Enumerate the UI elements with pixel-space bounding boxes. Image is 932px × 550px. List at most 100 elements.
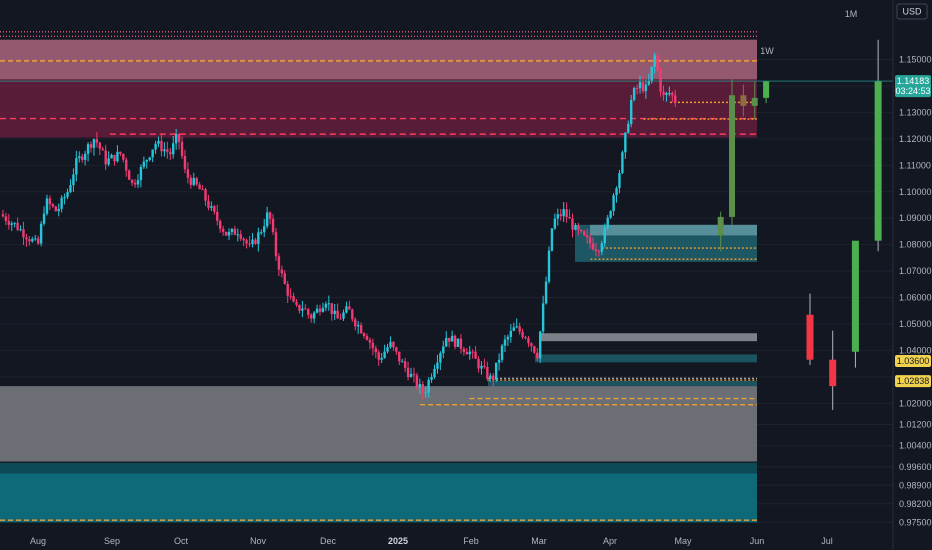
candle-body xyxy=(195,178,198,185)
candle-body xyxy=(248,243,251,245)
candle-body xyxy=(318,308,322,312)
candle-body xyxy=(506,336,510,340)
candle-body xyxy=(380,357,383,360)
candle-body xyxy=(591,243,595,250)
candle-body xyxy=(386,347,389,352)
candle-body xyxy=(89,144,93,148)
candle-body xyxy=(28,239,31,242)
currency-label: USD xyxy=(902,7,922,17)
candle-body xyxy=(104,150,107,165)
candle-body xyxy=(412,373,416,376)
currency-button[interactable]: USD xyxy=(896,3,928,20)
candle-body xyxy=(107,158,110,165)
candle-body xyxy=(224,231,228,236)
price-tick-label: 1.06000 xyxy=(899,293,932,303)
candle-body xyxy=(221,228,225,232)
candle-body xyxy=(116,151,119,162)
time-tick-label: Sep xyxy=(104,536,120,546)
time-tick-label: Aug xyxy=(30,536,46,546)
candle-body xyxy=(553,218,557,229)
candle-body xyxy=(81,156,84,160)
candle-body xyxy=(518,326,521,332)
time-axis[interactable] xyxy=(0,532,893,550)
price-zones xyxy=(0,39,757,523)
candle-body xyxy=(139,166,143,181)
weekly-candle-body xyxy=(717,216,724,236)
candle-body xyxy=(51,204,55,207)
candle-body xyxy=(60,197,63,209)
candle-body xyxy=(527,338,530,344)
price-axis-labels: 1.15000 1.13000 1.12000 1.11000 1.10000 1.090… xyxy=(899,55,932,528)
candle-body xyxy=(556,214,560,219)
candle-body xyxy=(588,237,592,244)
candle-body xyxy=(283,273,286,284)
price-badge-bg xyxy=(895,375,931,388)
candle-body xyxy=(268,212,272,219)
candle-body xyxy=(148,157,151,160)
candle-body xyxy=(339,318,342,320)
candle-body xyxy=(401,361,404,363)
candle-body xyxy=(163,149,166,152)
monthly-candle-body xyxy=(874,81,882,241)
candle-body xyxy=(292,296,295,302)
candle-body xyxy=(125,159,128,171)
candle-body xyxy=(301,308,304,311)
candle-body xyxy=(571,218,574,230)
candle-body xyxy=(585,235,589,238)
candle-body xyxy=(210,206,213,208)
candle-body xyxy=(392,341,395,348)
price-badge-bg xyxy=(895,355,931,368)
time-tick-label: Apr xyxy=(603,536,617,546)
candle-body xyxy=(218,220,222,229)
candle-body xyxy=(477,358,480,369)
candle-body xyxy=(433,368,436,378)
time-tick-label: Feb xyxy=(463,536,479,546)
candle-body xyxy=(547,250,551,282)
price-badges: 1.03600 1.02838 xyxy=(895,355,931,388)
candle-body xyxy=(31,238,34,242)
candle-body xyxy=(324,303,328,308)
price-tick-label: 1.10000 xyxy=(899,187,932,197)
candle-body xyxy=(174,133,178,144)
candle-body xyxy=(632,87,636,100)
weekly-candle-body xyxy=(763,81,770,98)
candle-body xyxy=(72,174,75,186)
candle-body xyxy=(644,84,648,92)
candle-body xyxy=(230,228,234,232)
candle-body xyxy=(207,200,210,208)
candle-body xyxy=(453,335,457,347)
candle-body xyxy=(351,309,354,320)
candle-body xyxy=(497,359,501,363)
candle-body xyxy=(315,308,319,313)
candle-body xyxy=(10,223,13,225)
candle-body xyxy=(7,221,11,225)
candle-body xyxy=(424,392,427,394)
candle-body xyxy=(383,351,386,358)
price-tick-label: 1.02000 xyxy=(899,398,932,408)
candle-body xyxy=(130,179,134,183)
candle-body xyxy=(447,337,451,342)
candle-body xyxy=(594,249,598,252)
candle-body xyxy=(406,367,410,378)
candle-body xyxy=(377,352,380,360)
candle-body xyxy=(624,132,627,153)
current-price-badge-bg xyxy=(895,75,931,98)
price-tick-label: 1.01200 xyxy=(899,419,932,429)
candle-body xyxy=(166,149,169,152)
candle-body xyxy=(389,341,392,348)
candle-body xyxy=(459,338,463,349)
candle-body xyxy=(568,217,571,219)
price-tick-label: 0.99600 xyxy=(899,462,932,472)
candle-body xyxy=(609,211,612,218)
candle-body xyxy=(603,227,606,244)
candle-body xyxy=(157,140,160,144)
grey-zone-jan xyxy=(0,386,757,462)
candle-body xyxy=(201,189,204,191)
candle-body xyxy=(612,195,615,212)
time-tick-label: Mar xyxy=(531,536,547,546)
weekly-candle-body xyxy=(751,97,758,106)
candle-body xyxy=(403,361,407,368)
candle-body xyxy=(16,222,19,230)
price-badge-value: 1.03600 xyxy=(897,356,930,366)
